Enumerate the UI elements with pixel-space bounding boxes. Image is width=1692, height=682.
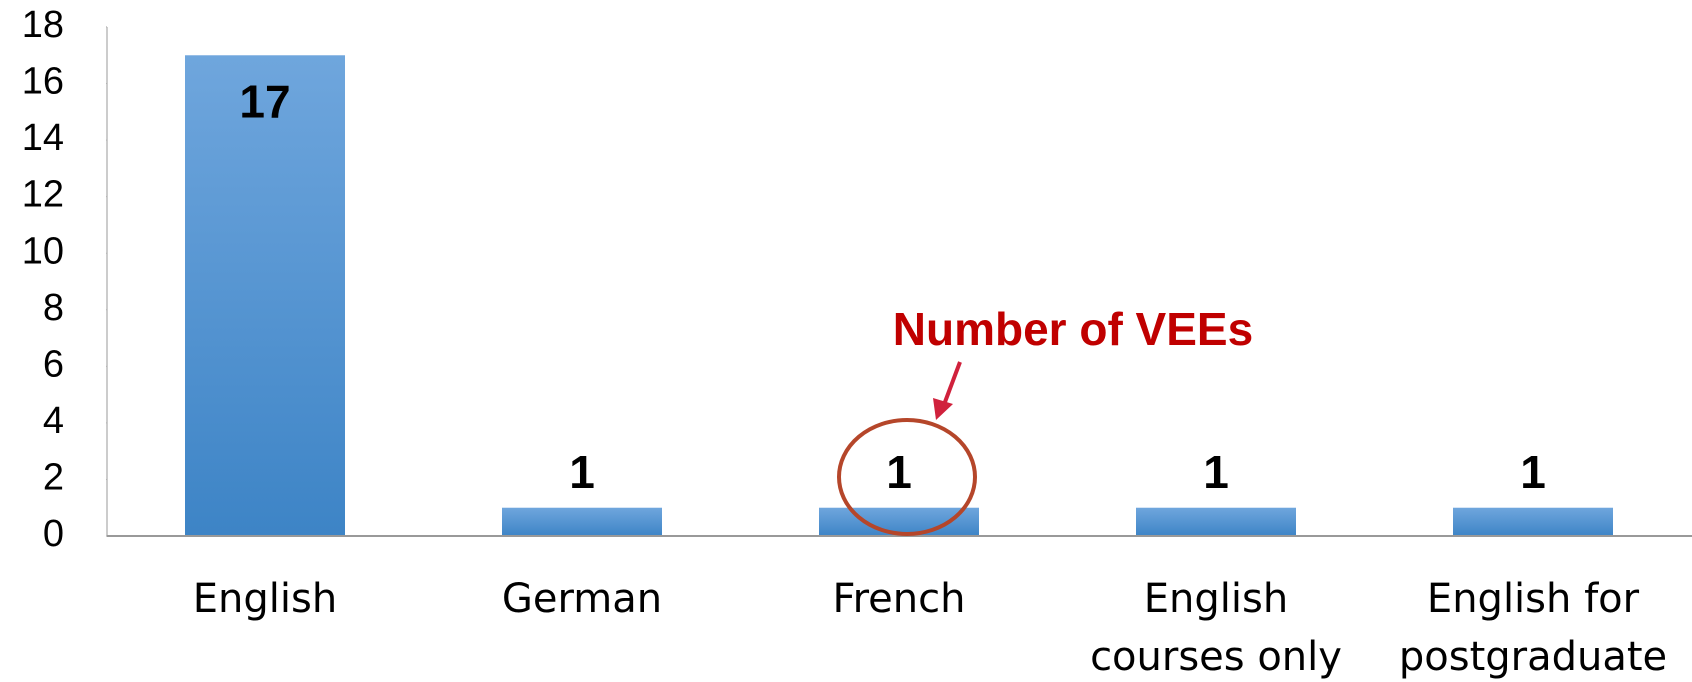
y-tick-label: 12 [22, 174, 64, 216]
x-tick-label: English [192, 576, 338, 622]
bar [1453, 507, 1613, 536]
data-label: 1 [886, 446, 912, 498]
highlight-circle [837, 418, 977, 536]
arrow-head [933, 398, 953, 420]
data-label: 1 [1520, 446, 1546, 498]
y-tick-label: 16 [22, 61, 64, 103]
y-tick-label: 6 [43, 343, 64, 385]
y-tick-label: 14 [22, 117, 64, 159]
x-tick-label: French [832, 576, 966, 622]
bar [185, 55, 345, 537]
x-tick-label: German [501, 576, 663, 622]
x-tick-label: English courses only [1090, 576, 1342, 680]
y-tick-label: 8 [43, 287, 64, 329]
y-tick-label: 4 [43, 400, 64, 442]
bar [502, 507, 662, 536]
x-tick-label: English for postgraduate [1398, 576, 1668, 680]
y-tick-label: 0 [43, 513, 64, 555]
bar [1136, 507, 1296, 536]
data-label: 1 [569, 446, 595, 498]
y-tick-label: 2 [43, 456, 64, 498]
y-tick-label: 10 [22, 230, 64, 272]
annotation: Number of VEEs [893, 303, 1253, 355]
data-label: 1 [1203, 446, 1229, 498]
y-tick-label: 18 [22, 4, 64, 46]
data-label: 17 [239, 75, 290, 127]
